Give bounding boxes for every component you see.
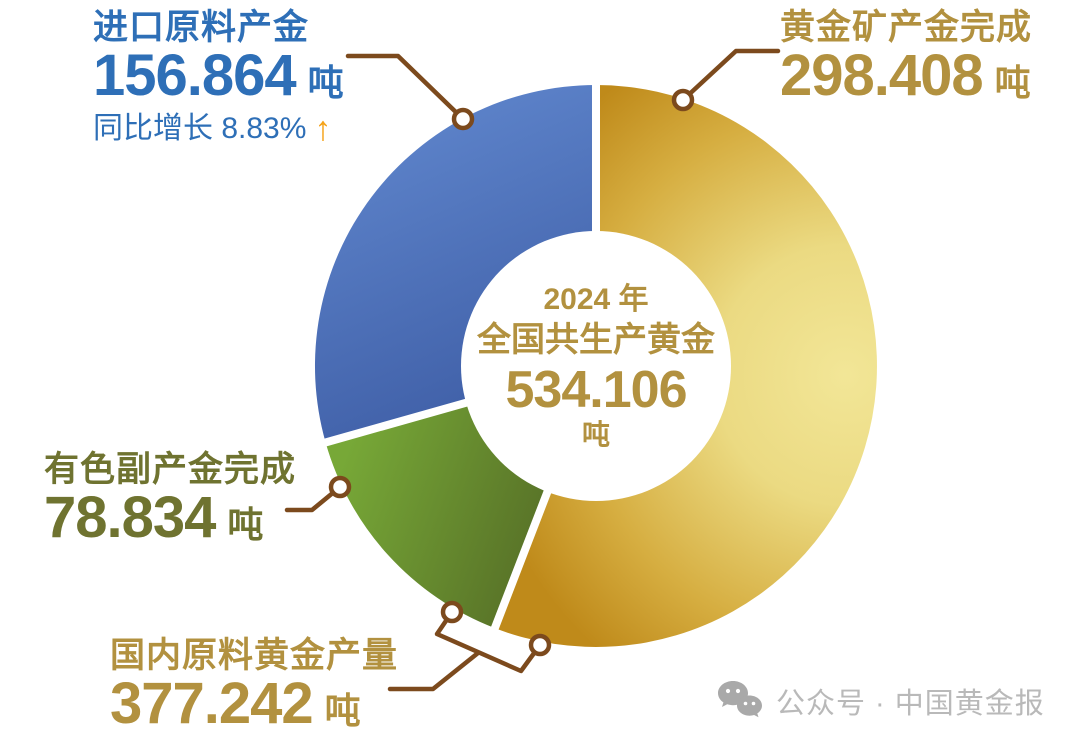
leader-byproduct-gold xyxy=(284,475,352,513)
callout-domestic-raw-gold: 国内原料黄金产量 377.242 吨 xyxy=(110,636,398,739)
center-total-value: 534.106 xyxy=(505,361,688,419)
growth-row: 同比增长 8.83% ↑ xyxy=(93,111,344,147)
callout-imported-material-gold: 进口原料产金 156.864 吨 同比增长 8.83% ↑ xyxy=(93,8,344,147)
callout-title: 国内原料黄金产量 xyxy=(110,636,399,675)
leader-imported-material-gold xyxy=(345,53,475,131)
leader-dot-mine-gold xyxy=(671,88,695,112)
callout-unit: 吨 xyxy=(324,690,361,731)
wechat-icon xyxy=(716,679,764,723)
donut-hole xyxy=(461,231,731,501)
callout-value: 156.864 xyxy=(93,43,297,108)
slice-mine-gold xyxy=(494,85,877,647)
watermark-text: 公众号 · 中国黄金报 xyxy=(776,688,1045,720)
callout-value: 298.408 xyxy=(780,43,984,108)
center-unit: 吨 xyxy=(581,419,610,450)
bracket-dot-green-slice xyxy=(440,600,464,624)
bracket-dot-gold-slice xyxy=(528,633,552,657)
leader-domestic-bracket xyxy=(387,600,552,692)
donut-center-label: 2024 年 全国共生产黄金 534.106 吨 xyxy=(436,282,756,452)
callout-unit: 吨 xyxy=(994,62,1031,103)
slice-byproduct-gold xyxy=(325,402,548,629)
callout-unit: 吨 xyxy=(227,504,264,545)
callout-value: 78.834 xyxy=(44,485,216,550)
callout-title: 有色副产金完成 xyxy=(44,450,297,489)
up-arrow-icon: ↑ xyxy=(314,110,332,148)
leader-dot-imported xyxy=(451,107,475,131)
watermark: 公众号 · 中国黄金报 xyxy=(716,679,1045,723)
leader-mine-gold xyxy=(671,48,781,112)
center-caption: 全国共生产黄金 xyxy=(477,321,715,359)
growth-label: 同比增长 8.83% xyxy=(93,112,307,145)
callout-byproduct-gold: 有色副产金完成 78.834 吨 xyxy=(44,450,296,553)
callout-title: 进口原料产金 xyxy=(93,8,310,47)
callout-unit: 吨 xyxy=(307,62,344,103)
slice-imported-material-gold xyxy=(314,85,596,443)
center-year: 2024 年 xyxy=(543,283,649,316)
callout-mine-gold: 黄金矿产金完成 298.408 吨 xyxy=(780,8,1032,111)
leader-dot-byproduct xyxy=(328,475,352,499)
callout-title: 黄金矿产金完成 xyxy=(780,8,1033,47)
callout-value: 377.242 xyxy=(110,671,314,736)
